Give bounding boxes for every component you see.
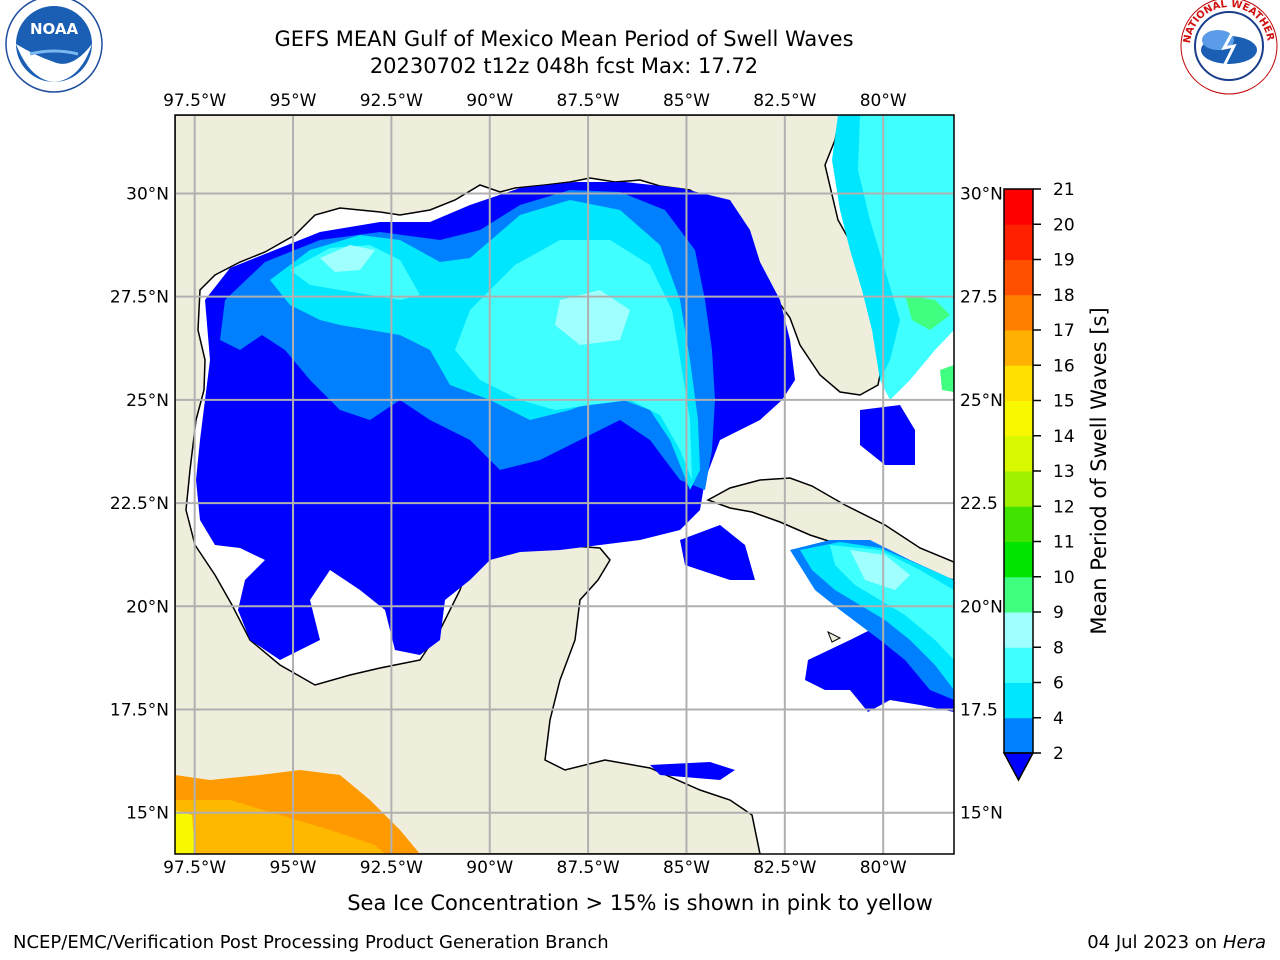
swell-level-10-atlantic <box>905 295 954 392</box>
swell-fields <box>175 115 954 854</box>
colorbar-extend-min <box>1002 752 1035 782</box>
colorbar: 2 4 6 8 9 10 11 12 13 14 15 16 17 18 19 20 21 <box>1002 180 1075 782</box>
colorbar-segment-11 <box>1004 330 1033 366</box>
nws-logo: NATIONAL WEATHER SERVICE <box>0 0 1278 95</box>
map-frame <box>174 114 955 855</box>
sea-ice-note: Sea Ice Concentration > 15% is shown in … <box>347 891 933 915</box>
colorbar-tick-7: 12 <box>1053 497 1075 517</box>
colorbar-tick-11: 16 <box>1053 356 1075 376</box>
lon-tick-bottom-0: 97.5°W <box>163 858 226 878</box>
lat-tick-right-4: 20°N <box>960 597 1003 617</box>
nws-logo-text: NATIONAL WEATHER SERVICE <box>0 0 1276 45</box>
lon-tick-top-0: 97.5°W <box>163 91 226 111</box>
lon-tick-bottom-2: 92.5°W <box>360 858 423 878</box>
lon-tick-top-4: 87.5°W <box>557 91 620 111</box>
gridlines <box>175 115 954 854</box>
lat-tick-left-4: 20°N <box>126 597 169 617</box>
map-area <box>175 115 954 854</box>
lon-tick-top-7: 80°W <box>860 91 907 111</box>
lat-tick-right-1: 27.5 <box>960 288 998 308</box>
colorbar-segment-7 <box>1004 471 1033 507</box>
lon-tick-bottom-6: 82.5°W <box>753 858 816 878</box>
chart-subtitle: 20230702 t12z 048h fcst Max: 17.72 <box>369 54 759 78</box>
lat-tick-right-0: 30°N <box>960 184 1003 204</box>
lon-ticks-bottom: 97.5°W 95°W 92.5°W 90°W 87.5°W 85°W 82.5°W 80°W <box>163 858 907 878</box>
colorbar-segment-1 <box>1004 682 1033 719</box>
footer-credit: NCEP/EMC/Verification Post Processing Pr… <box>13 932 609 953</box>
colorbar-tick-15: 20 <box>1053 215 1075 235</box>
lon-tick-top-2: 92.5°W <box>360 91 423 111</box>
colorbar-tick-0: 2 <box>1053 744 1064 764</box>
svg-text:NATIONAL WEATHER SERVICE: NATIONAL WEATHER SERVICE <box>0 0 1276 45</box>
lat-ticks-left: 30°N 27.5°N 25°N 22.5°N 20°N 17.5°N 15°N <box>110 184 169 823</box>
colorbar-tick-6: 11 <box>1053 533 1075 553</box>
colorbar-tick-8: 13 <box>1053 462 1075 482</box>
lon-tick-top-5: 85°W <box>663 91 710 111</box>
colorbar-tick-3: 8 <box>1053 638 1064 658</box>
noaa-logo-text: NOAA <box>30 20 79 38</box>
lat-tick-right-3: 22.5 <box>960 494 998 514</box>
colorbar-segment-5 <box>1004 541 1033 578</box>
colorbar-segment-10 <box>1004 365 1033 401</box>
lat-tick-right-5: 17.5 <box>960 701 998 721</box>
noaa-logo: NOAA <box>5 0 103 93</box>
colorbar-segment-15 <box>1004 189 1033 225</box>
lat-ticks-right: 30°N 27.5 25°N 22.5 20°N 17.5 15°N <box>960 184 1003 823</box>
swell-level-2-straits <box>650 405 915 780</box>
swell-level-8-caribbean <box>830 545 954 660</box>
colorbar-tick-4: 9 <box>1053 603 1064 623</box>
lat-tick-left-6: 15°N <box>126 804 169 824</box>
lat-tick-left-1: 27.5°N <box>110 288 169 308</box>
colorbar-tick-16: 21 <box>1053 180 1075 200</box>
swell-level-9-caribbean <box>850 550 910 590</box>
colorbar-tick-1: 4 <box>1053 709 1064 729</box>
lon-tick-bottom-4: 87.5°W <box>557 858 620 878</box>
colorbar-tick-5: 10 <box>1053 568 1075 588</box>
lat-tick-right-6: 15°N <box>960 804 1003 824</box>
colorbar-segment-9 <box>1004 400 1033 437</box>
lon-tick-top-6: 82.5°W <box>753 91 816 111</box>
footer-date-text: 04 Jul 2023 on <box>1087 932 1223 953</box>
lat-tick-left-5: 17.5°N <box>110 701 169 721</box>
colorbar-tick-14: 19 <box>1053 251 1075 271</box>
chart-title: GEFS MEAN Gulf of Mexico Mean Period of … <box>274 27 854 51</box>
swell-level-8-atlantic <box>838 115 954 400</box>
footer-host: Hera <box>1222 932 1266 953</box>
colorbar-segment-14 <box>1004 224 1033 260</box>
colorbar-label: Mean Period of Swell Waves [s] <box>1087 307 1111 634</box>
colorbar-tick-13: 18 <box>1053 286 1075 306</box>
lat-tick-left-2: 25°N <box>126 391 169 411</box>
lon-tick-top-1: 95°W <box>270 91 317 111</box>
colorbar-tick-12: 17 <box>1053 321 1075 341</box>
lon-tick-bottom-1: 95°W <box>270 858 317 878</box>
lat-tick-right-2: 25°N <box>960 391 1003 411</box>
colorbar-segment-4 <box>1004 576 1033 613</box>
lon-tick-bottom-7: 80°W <box>860 858 907 878</box>
field-pacific-yellow <box>175 810 195 854</box>
lat-tick-left-3: 22.5°N <box>110 494 169 514</box>
lon-tick-bottom-5: 85°W <box>663 858 710 878</box>
colorbar-segment-0 <box>1004 717 1033 754</box>
lon-tick-top-3: 90°W <box>466 91 513 111</box>
colorbar-segment-12 <box>1004 294 1033 331</box>
colorbar-segment-13 <box>1004 259 1033 296</box>
colorbar-tick-9: 14 <box>1053 427 1075 447</box>
colorbar-segment-3 <box>1004 612 1033 648</box>
colorbar-segment-6 <box>1004 506 1033 542</box>
lon-tick-bottom-3: 90°W <box>466 858 513 878</box>
colorbar-segment-2 <box>1004 647 1033 683</box>
footer-date: 04 Jul 2023 on Hera <box>1087 932 1266 953</box>
lat-tick-left-0: 30°N <box>126 184 169 204</box>
colorbar-tick-10: 15 <box>1053 392 1075 412</box>
colorbar-segment-8 <box>1004 435 1033 472</box>
colorbar-tick-2: 6 <box>1053 674 1064 694</box>
lon-ticks-top: 97.5°W 95°W 92.5°W 90°W 87.5°W 85°W 82.5°W 80°W <box>163 91 907 111</box>
swell-level-9-gulf <box>320 245 630 345</box>
